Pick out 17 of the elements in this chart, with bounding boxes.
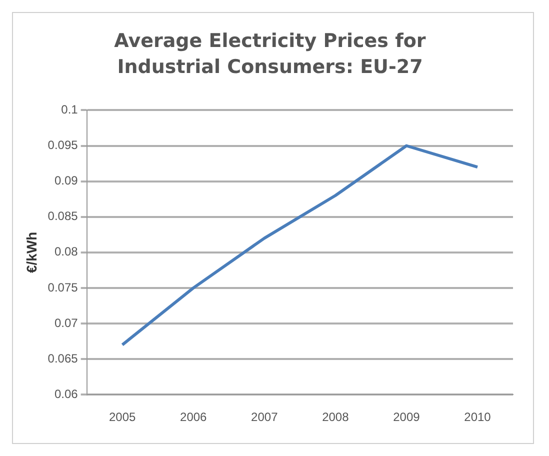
x-tick-label: 2005 <box>108 410 136 424</box>
x-tick-label: 2008 <box>322 410 350 424</box>
y-tick-label: 0.085 <box>48 209 78 224</box>
x-tick-label: 2010 <box>464 410 492 424</box>
y-tick-label: 0.075 <box>48 280 78 294</box>
chart-title: Average Electricity Prices for Industrial Consumers: EU-27 <box>113 29 427 80</box>
y-tick-label: 0.06 <box>54 386 78 401</box>
y-tick-label: 0.095 <box>48 138 78 152</box>
x-tick-label: 2007 <box>251 410 278 424</box>
x-tick-label: 2009 <box>393 410 420 424</box>
y-tick-label: 0.07 <box>54 316 78 330</box>
y-tick-label: 0.1 <box>61 102 78 117</box>
y-tick-label: 0.065 <box>48 351 78 366</box>
y-tick-label: 0.09 <box>54 174 78 188</box>
x-tick-label: 2006 <box>180 410 208 424</box>
y-axis-title: €/kWh <box>23 232 40 274</box>
y-tick-label: 0.08 <box>54 244 78 259</box>
